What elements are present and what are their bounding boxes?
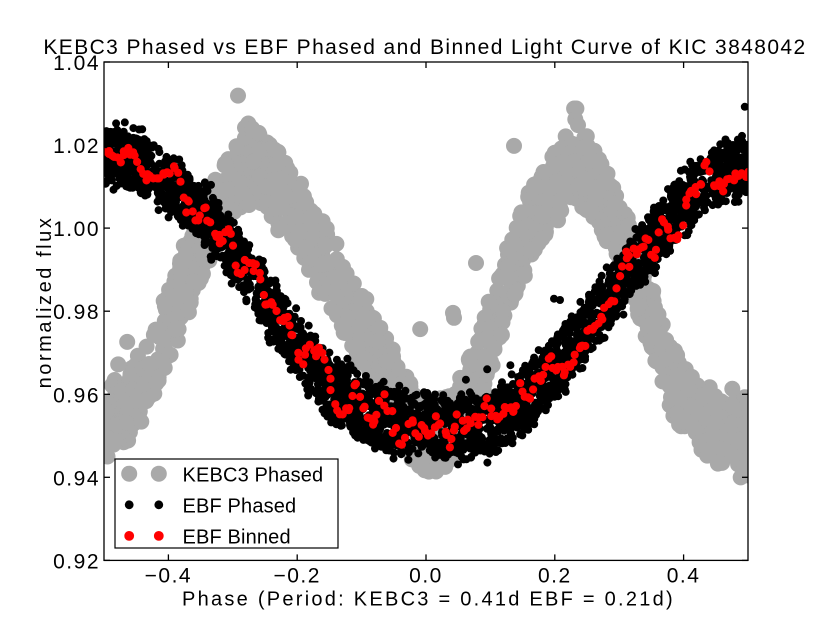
svg-text:EBF Binned: EBF Binned bbox=[183, 527, 291, 549]
svg-text:0.92: 0.92 bbox=[53, 550, 100, 573]
svg-text:−0.4: −0.4 bbox=[145, 565, 192, 588]
svg-text:0.0: 0.0 bbox=[409, 565, 443, 588]
svg-text:Phase (Period: KEBC3 = 0.41d E: Phase (Period: KEBC3 = 0.41d EBF = 0.21d… bbox=[182, 588, 675, 610]
svg-text:1.02: 1.02 bbox=[53, 135, 100, 158]
svg-text:0.94: 0.94 bbox=[53, 467, 100, 490]
svg-text:0.98: 0.98 bbox=[53, 301, 100, 324]
svg-text:KEBC3 Phased: KEBC3 Phased bbox=[183, 465, 324, 487]
svg-text:1.04: 1.04 bbox=[53, 52, 100, 75]
svg-text:0.2: 0.2 bbox=[538, 565, 572, 588]
svg-text:KEBC3 Phased vs EBF Phased and: KEBC3 Phased vs EBF Phased and Binned Li… bbox=[43, 36, 806, 59]
svg-text:1.00: 1.00 bbox=[53, 218, 100, 241]
svg-text:0.4: 0.4 bbox=[667, 565, 701, 588]
svg-text:−0.2: −0.2 bbox=[273, 565, 320, 588]
svg-text:0.96: 0.96 bbox=[53, 384, 100, 407]
svg-text:normalized flux: normalized flux bbox=[34, 216, 56, 389]
svg-text:EBF Phased: EBF Phased bbox=[183, 496, 297, 518]
